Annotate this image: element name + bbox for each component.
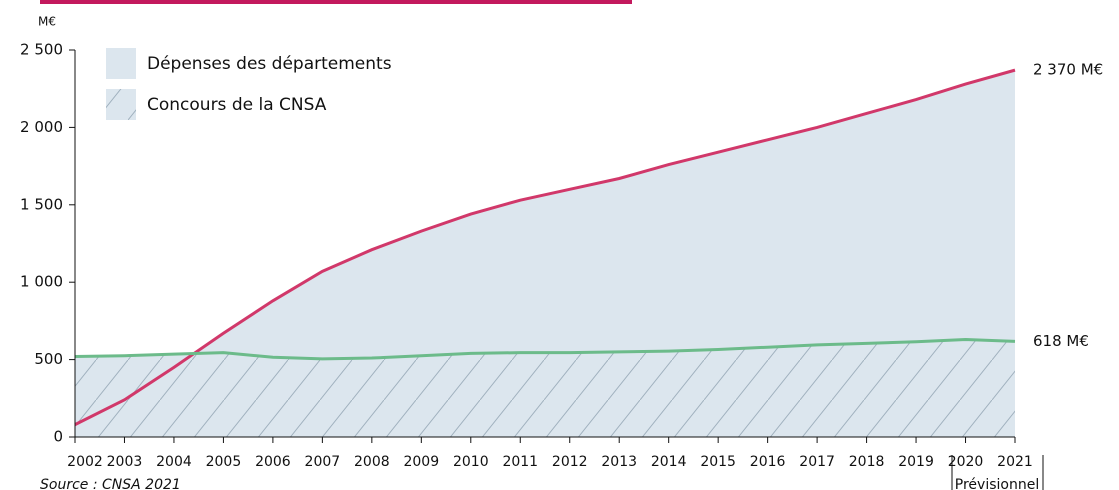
source: Source : CNSA 2021 [40, 477, 181, 490]
y-tick-label: 1 500 [20, 195, 63, 213]
x-tick-label: 2008 [354, 454, 390, 470]
x-tick-label: 2006 [255, 454, 291, 470]
area-hatch [75, 339, 1015, 437]
line [74, 68, 1016, 426]
x-tick-label: 2018 [849, 454, 885, 470]
x-tick-label: 2007 [305, 454, 341, 470]
x-tick-label: 2017 [799, 454, 835, 470]
end-label: 618 M€ [1033, 332, 1089, 350]
x-tick-label: 2016 [750, 454, 786, 470]
x-tick-label: 2002 [67, 454, 103, 470]
x-tick-label: 2003 [107, 454, 143, 470]
x-tick-label: 2014 [651, 454, 687, 470]
line [74, 337, 1016, 361]
y-tick-label: 2 500 [20, 41, 63, 59]
x-tick-label: 2020 [948, 454, 984, 470]
x-tick-label: 2009 [403, 454, 439, 470]
x-tick-label: 2019 [898, 454, 934, 470]
x-tick-label: 2012 [552, 454, 588, 470]
y-tick-label: 0 [53, 428, 63, 446]
unit-label: M€ [38, 15, 56, 29]
top-rule [40, 0, 632, 4]
x-tick-label: 2015 [700, 454, 736, 470]
legend-label: Concours de la CNSA [147, 95, 327, 115]
y-tick-label: 500 [34, 350, 63, 368]
y-tick-label: 2 000 [20, 118, 63, 136]
legend-swatch [106, 48, 136, 79]
forecast-label: Prévisionnel [955, 477, 1039, 490]
plot: 2 370 M€ 618 M€ 0 500 1 000 1 500 2 000 2 500 20… [20, 41, 1103, 471]
x-tick-label: 2005 [206, 454, 242, 470]
x-tick-label: 2004 [156, 454, 192, 470]
x-tick-label: 2013 [601, 454, 637, 470]
x-tick-label: 2011 [502, 454, 538, 470]
y-tick-label: 1 000 [20, 273, 63, 291]
legend-label: Dépenses des départements [147, 54, 392, 74]
x-tick-label: 2021 [997, 454, 1033, 470]
end-label: 2 370 M€ [1033, 61, 1103, 79]
legend-hatch [106, 89, 136, 120]
x-tick-label: 2010 [453, 454, 489, 470]
